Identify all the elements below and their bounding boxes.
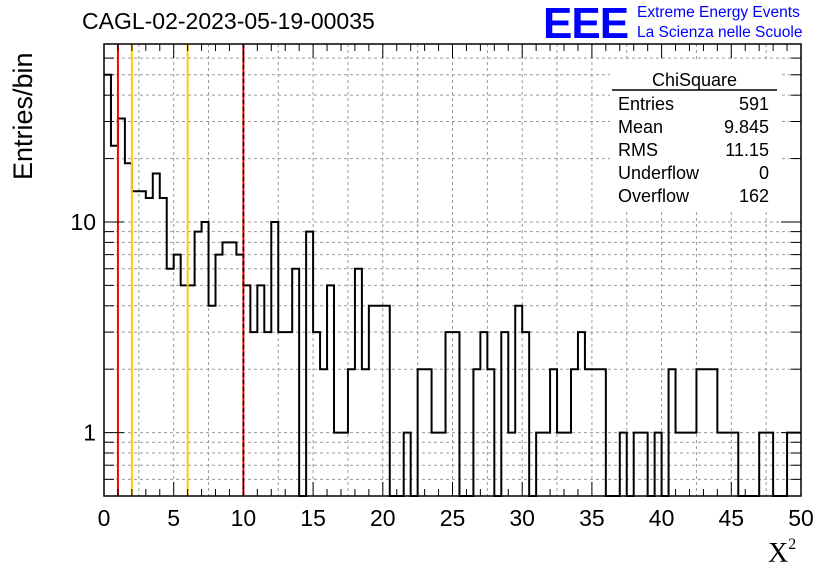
logo-line-2: La Scienza nelle Scuole — [637, 24, 803, 41]
chart-title: CAGL-02-2023-05-19-00035 — [82, 8, 375, 34]
y-tick-label: 1 — [83, 420, 96, 446]
x-tick-label: 25 — [440, 505, 466, 531]
x-tick-label: 45 — [719, 505, 745, 531]
x-axis-label: Χ2 — [768, 535, 797, 570]
stats-row-value: 0 — [759, 163, 769, 183]
stats-row-value: 11.15 — [725, 140, 769, 160]
x-tick-label: 35 — [579, 505, 605, 531]
histogram-series — [104, 73, 801, 497]
x-tick-label: 5 — [167, 505, 180, 531]
x-axis-label-symbol: Χ — [768, 538, 789, 569]
stats-box-name: ChiSquare — [652, 70, 737, 90]
x-tick-label: 10 — [231, 505, 257, 531]
logo-line-1: Extreme Energy Events — [637, 4, 800, 21]
x-tick-label: 15 — [300, 505, 326, 531]
x-tick-label: 0 — [98, 505, 111, 531]
stats-box-background — [610, 62, 779, 210]
x-tick-label: 50 — [788, 505, 814, 531]
stats-row-value: 591 — [739, 94, 769, 114]
stats-row-label: Mean — [618, 117, 663, 137]
x-tick-label: 30 — [509, 505, 535, 531]
x-axis-label-exponent: 2 — [788, 535, 797, 553]
stats-row-value: 162 — [739, 186, 769, 206]
x-tick-label: 40 — [649, 505, 675, 531]
stats-row-value: 9.845 — [724, 117, 769, 137]
stats-row-label: Entries — [618, 94, 674, 114]
x-tick-label: 20 — [370, 505, 396, 531]
eee-logo: EEE — [543, 0, 629, 48]
stats-row-label: Underflow — [618, 163, 700, 183]
stats-row-label: RMS — [618, 140, 658, 160]
y-tick-label: 10 — [70, 209, 96, 235]
stats-row-label: Overflow — [618, 186, 690, 206]
